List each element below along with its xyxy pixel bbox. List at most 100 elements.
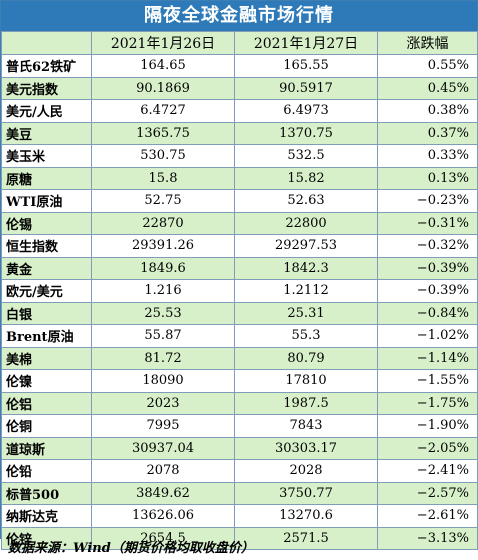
row-change: −1.75% — [377, 391, 478, 415]
table-row: WTI原油 52.75 52.63 −0.23% — [1, 189, 478, 213]
table-row: 黄金 1849.6 1842.3 −0.39% — [1, 256, 478, 280]
row-change: −2.05% — [377, 436, 478, 460]
row-name: 美元/人民 — [1, 99, 92, 123]
row-value-d27: 25.31 — [234, 301, 378, 325]
row-change: −2.57% — [377, 481, 478, 505]
table-title: 隔夜全球金融市场行情 — [1, 1, 477, 31]
row-value-d26: 30937.04 — [91, 436, 235, 460]
row-value-d27: 2028 — [234, 459, 378, 483]
row-name: 美元指数 — [1, 76, 92, 100]
row-value-d27: 80.79 — [234, 346, 378, 370]
row-change: 0.45% — [377, 76, 478, 100]
row-value-d26: 3849.62 — [91, 481, 235, 505]
row-value-d26: 164.65 — [91, 54, 235, 78]
row-name: 欧元/美元 — [1, 279, 92, 303]
row-value-d27: 15.82 — [234, 166, 378, 190]
table-row: 伦铅 2078 2028 −2.41% — [1, 459, 478, 483]
row-change: 0.33% — [377, 144, 478, 168]
row-value-d27: 3750.77 — [234, 481, 378, 505]
row-change: −0.23% — [377, 189, 478, 213]
row-value-d27: 6.4973 — [234, 99, 378, 123]
row-value-d27: 1.2112 — [234, 279, 378, 303]
header-date-26: 2021年1月26日 — [91, 31, 235, 55]
table-row: 欧元/美元 1.216 1.2112 −0.39% — [1, 279, 478, 303]
row-value-d26: 22870 — [91, 211, 235, 235]
header-name — [1, 31, 92, 55]
row-value-d27: 29297.53 — [234, 234, 378, 258]
row-name: 伦镍 — [1, 369, 92, 393]
row-name: 普氏62铁矿 — [1, 54, 92, 78]
row-change: −0.84% — [377, 301, 478, 325]
row-change: −2.41% — [377, 459, 478, 483]
row-value-d26: 90.1869 — [91, 76, 235, 100]
table-row: 伦锌 2654.5 2571.5 −3.13% — [1, 526, 478, 550]
row-change: −0.39% — [377, 256, 478, 280]
row-value-d26: 13626.06 — [91, 504, 235, 528]
row-value-d26: 7995 — [91, 414, 235, 438]
row-value-d27: 2571.5 — [234, 526, 378, 550]
row-change: −1.90% — [377, 414, 478, 438]
table-row: Brent原油 55.87 55.3 −1.02% — [1, 324, 478, 348]
row-value-d27: 17810 — [234, 369, 378, 393]
row-name: 伦铜 — [1, 414, 92, 438]
row-value-d27: 55.3 — [234, 324, 378, 348]
table-row: 美棉 81.72 80.79 −1.14% — [1, 346, 478, 370]
row-value-d26: 2023 — [91, 391, 235, 415]
row-name: 标普500 — [1, 481, 92, 505]
row-change: −0.31% — [377, 211, 478, 235]
row-value-d26: 2654.5 — [91, 526, 235, 550]
row-value-d27: 1370.75 — [234, 121, 378, 145]
header-change: 涨跌幅 — [377, 31, 478, 55]
row-value-d26: 6.4727 — [91, 99, 235, 123]
table-row: 恒生指数 29391.26 29297.53 −0.32% — [1, 234, 478, 258]
header-row: 2021年1月26日 2021年1月27日 涨跌幅 — [1, 31, 478, 55]
row-value-d26: 15.8 — [91, 166, 235, 190]
row-name: 白银 — [1, 301, 92, 325]
row-change: −1.55% — [377, 369, 478, 393]
row-value-d26: 55.87 — [91, 324, 235, 348]
row-change: −1.02% — [377, 324, 478, 348]
row-name: 伦铝 — [1, 391, 92, 415]
row-value-d26: 29391.26 — [91, 234, 235, 258]
row-value-d26: 52.75 — [91, 189, 235, 213]
table-row: 道琼斯 30937.04 30303.17 −2.05% — [1, 436, 478, 460]
row-value-d26: 1849.6 — [91, 256, 235, 280]
table-row: 标普500 3849.62 3750.77 −2.57% — [1, 481, 478, 505]
table-row: 美豆 1365.75 1370.75 0.37% — [1, 121, 478, 145]
row-value-d27: 532.5 — [234, 144, 378, 168]
row-name: 黄金 — [1, 256, 92, 280]
row-name: 美棉 — [1, 346, 92, 370]
row-value-d27: 1842.3 — [234, 256, 378, 280]
row-change: −2.61% — [377, 504, 478, 528]
row-value-d27: 52.63 — [234, 189, 378, 213]
row-name: 纳斯达克 — [1, 504, 92, 528]
row-value-d27: 1987.5 — [234, 391, 378, 415]
row-value-d27: 7843 — [234, 414, 378, 438]
row-value-d26: 1.216 — [91, 279, 235, 303]
row-value-d27: 22800 — [234, 211, 378, 235]
table-row: 伦铝 2023 1987.5 −1.75% — [1, 391, 478, 415]
row-change: −0.32% — [377, 234, 478, 258]
row-change: −3.13% — [377, 526, 478, 550]
row-value-d26: 1365.75 — [91, 121, 235, 145]
row-change: 0.37% — [377, 121, 478, 145]
row-change: 0.55% — [377, 54, 478, 78]
header-date-27: 2021年1月27日 — [234, 31, 378, 55]
table-row: 原糖 15.8 15.82 0.13% — [1, 166, 478, 190]
row-value-d27: 90.5917 — [234, 76, 378, 100]
row-change: −1.14% — [377, 346, 478, 370]
row-name: 原糖 — [1, 166, 92, 190]
data-source-note: 数据来源：Wind（期货价格均取收盘价） — [8, 541, 254, 556]
table-row: 伦镍 18090 17810 −1.55% — [1, 369, 478, 393]
row-change: 0.13% — [377, 166, 478, 190]
table-row: 白银 25.53 25.31 −0.84% — [1, 301, 478, 325]
row-value-d27: 165.55 — [234, 54, 378, 78]
row-value-d26: 81.72 — [91, 346, 235, 370]
row-change: 0.38% — [377, 99, 478, 123]
table-row: 伦锡 22870 22800 −0.31% — [1, 211, 478, 235]
row-name: 美豆 — [1, 121, 92, 145]
table-row: 美元指数 90.1869 90.5917 0.45% — [1, 76, 478, 100]
row-name: Brent原油 — [1, 324, 92, 348]
row-value-d26: 25.53 — [91, 301, 235, 325]
table-row: 普氏62铁矿 164.65 165.55 0.55% — [1, 54, 478, 78]
